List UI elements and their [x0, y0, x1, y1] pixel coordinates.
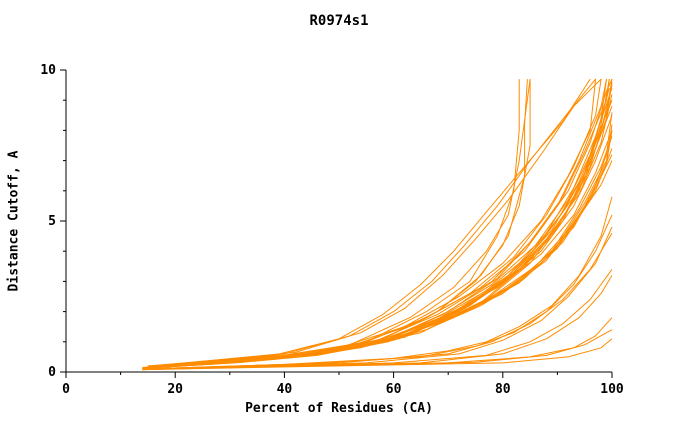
model-curve: [153, 94, 613, 368]
model-curve: [147, 79, 520, 368]
model-curve: [142, 232, 613, 370]
model-curve: [158, 84, 613, 367]
model-curve: [158, 78, 613, 367]
model-curve: [164, 87, 613, 367]
model-curve: [142, 214, 613, 370]
x-tick-label: 60: [386, 382, 402, 397]
chart-title: R0974s1: [309, 13, 369, 29]
x-tick-label: 0: [62, 382, 70, 397]
model-curve: [142, 275, 613, 371]
model-curve: [158, 78, 602, 366]
x-tick-label: 100: [600, 382, 624, 397]
y-tick-label: 0: [48, 365, 56, 380]
model-curve: [153, 79, 607, 367]
x-tick-label: 80: [495, 382, 511, 397]
model-curve: [142, 338, 613, 371]
model-curve: [147, 329, 613, 370]
model-curve: [147, 130, 613, 369]
y-tick-label: 5: [48, 214, 56, 229]
x-axis-label: Percent of Residues (CA): [245, 401, 433, 416]
model-curve: [147, 79, 531, 367]
model-curve: [153, 100, 613, 368]
model-curve: [142, 154, 613, 369]
x-tick-label: 40: [277, 382, 293, 397]
model-curve: [147, 226, 613, 370]
model-curve: [153, 79, 528, 368]
model-curve: [142, 269, 613, 371]
y-tick-label: 10: [40, 63, 56, 78]
model-curve: [147, 78, 591, 367]
x-tick-label: 20: [167, 382, 183, 397]
model-curve: [158, 79, 531, 367]
model-curve: [164, 79, 610, 366]
